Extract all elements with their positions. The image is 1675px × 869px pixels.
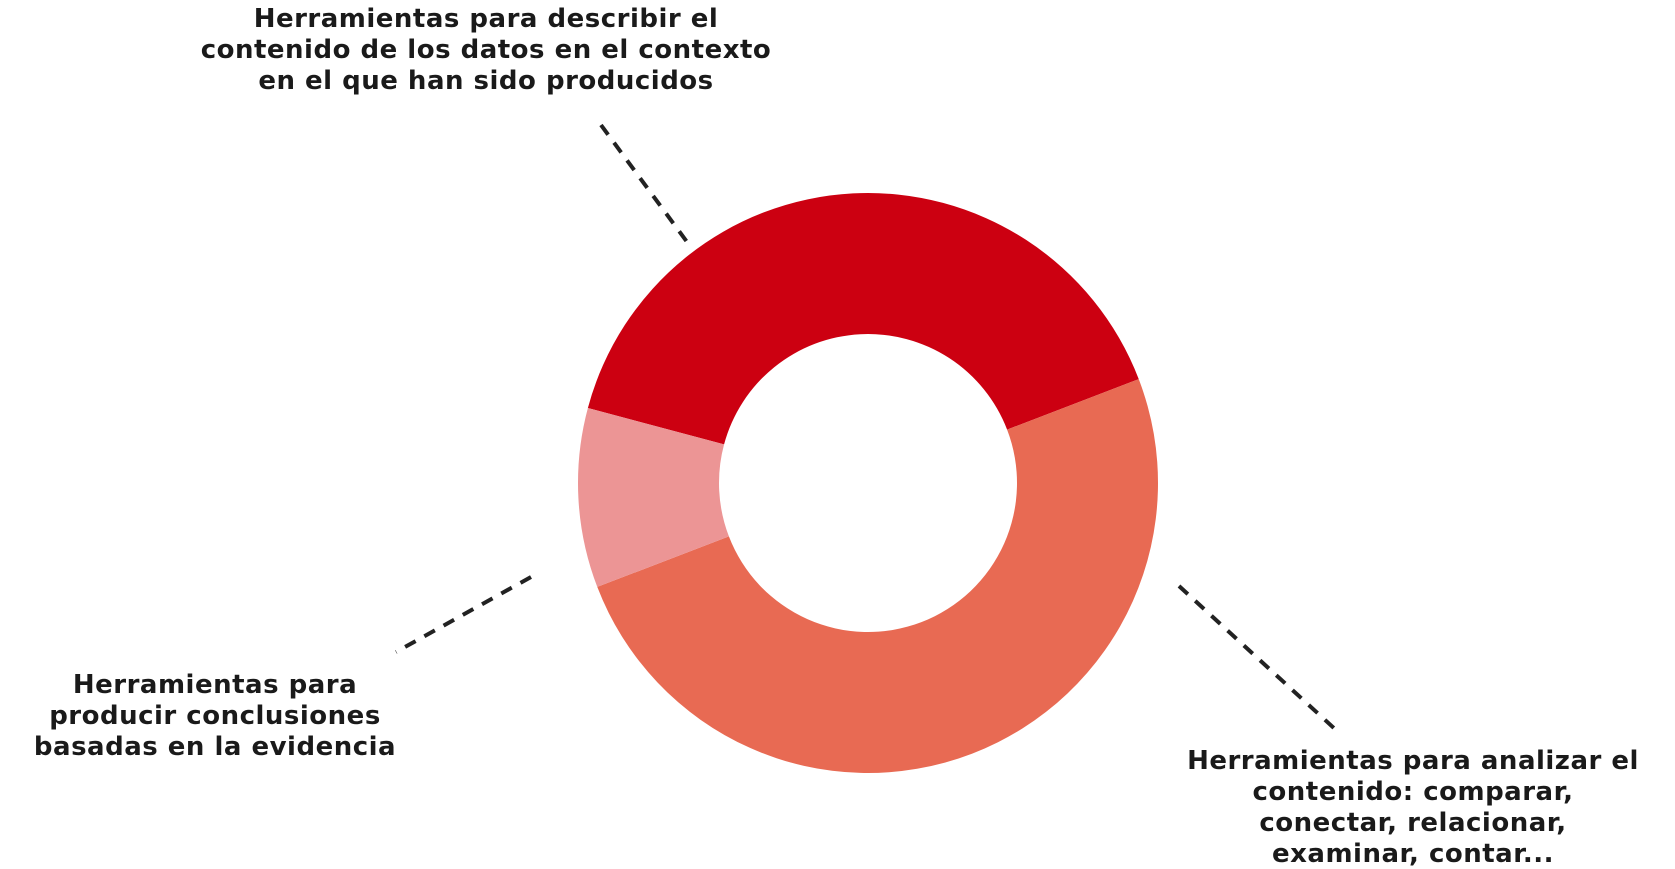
slice-label: Herramientas para producir conclusiones … <box>33 670 397 762</box>
slice <box>578 407 729 587</box>
leader-line <box>1177 584 1338 732</box>
leader-line <box>599 123 692 248</box>
slice <box>597 379 1158 773</box>
leader-line <box>395 575 532 654</box>
slices <box>578 193 1158 773</box>
slice <box>587 193 1139 445</box>
slice-label: Herramientas para analizar el contenido:… <box>1187 746 1639 869</box>
slice-label: Herramientas para describir el contenido… <box>200 4 772 96</box>
leader-lines <box>395 123 1338 732</box>
